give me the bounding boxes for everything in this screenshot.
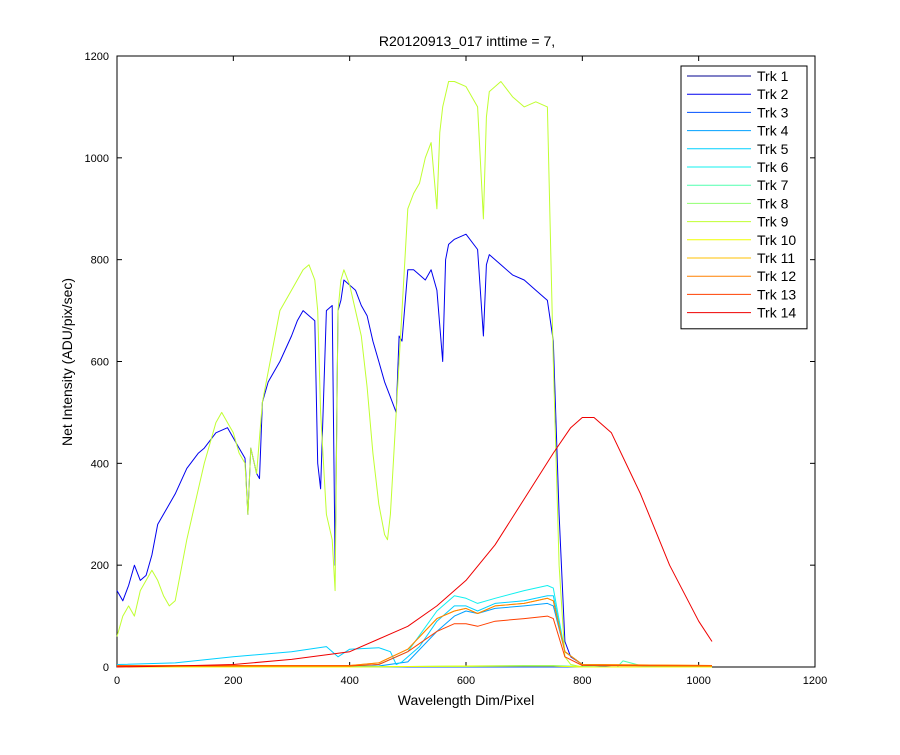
series-line-trk-5 (116, 595, 713, 668)
series-line-trk-12 (117, 597, 713, 666)
series-line-trk-14 (116, 417, 713, 668)
series-line-trk-13 (117, 615, 713, 667)
y-tick-label: 400 (91, 458, 109, 470)
legend-label: Trk 2 (757, 86, 789, 102)
legend-label: Trk 11 (757, 250, 795, 266)
legend-label: Trk 12 (757, 268, 796, 284)
series-lines (116, 81, 713, 668)
legend-label: Trk 13 (757, 286, 796, 302)
y-tick-label: 200 (91, 560, 109, 572)
legend-label: Trk 9 (757, 214, 789, 230)
legend-label: Trk 14 (757, 305, 796, 321)
x-tick-label: 200 (224, 675, 242, 687)
x-axis-label: Wavelength Dim/Pixel (398, 692, 534, 708)
x-tick-label: 400 (340, 675, 358, 687)
x-tick-label: 1200 (803, 675, 827, 687)
legend-label: Trk 1 (757, 68, 789, 84)
x-axis-ticks: 0 200 400 600 800 1000 1200 (114, 56, 827, 687)
y-tick-label: 800 (91, 255, 109, 267)
legend-label: Trk 5 (757, 141, 789, 157)
series-line-trk-10 (117, 665, 712, 668)
y-tick-label: 1200 (85, 51, 109, 63)
chart-title: R20120913_017 inttime = 7, (379, 33, 555, 49)
legend-label: Trk 3 (757, 104, 789, 120)
y-tick-label: 600 (91, 357, 109, 369)
legend-label: Trk 7 (757, 177, 789, 193)
legend-box (680, 65, 808, 330)
legend-label: Trk 6 (757, 159, 789, 175)
y-axis-ticks: 0 200 400 600 800 1000 1200 (85, 51, 815, 674)
y-tick-label: 1000 (85, 153, 109, 165)
y-axis-label: Net Intensity (ADU/pix/sec) (59, 278, 75, 446)
legend-label: Trk 10 (757, 232, 796, 248)
x-tick-label: 800 (573, 675, 591, 687)
legend-label: Trk 8 (757, 195, 789, 211)
x-tick-label: 600 (457, 675, 475, 687)
y-tick-label: 0 (103, 662, 109, 674)
legend: Trk 1 Trk 2 Trk 3 Trk 4 Trk 5 Trk 6 Trk 7 Trk 8… (680, 65, 808, 330)
x-tick-label: 1000 (686, 675, 710, 687)
series-line-trk-9 (116, 81, 712, 668)
legend-label: Trk 4 (757, 123, 789, 139)
x-tick-label: 0 (114, 675, 120, 687)
